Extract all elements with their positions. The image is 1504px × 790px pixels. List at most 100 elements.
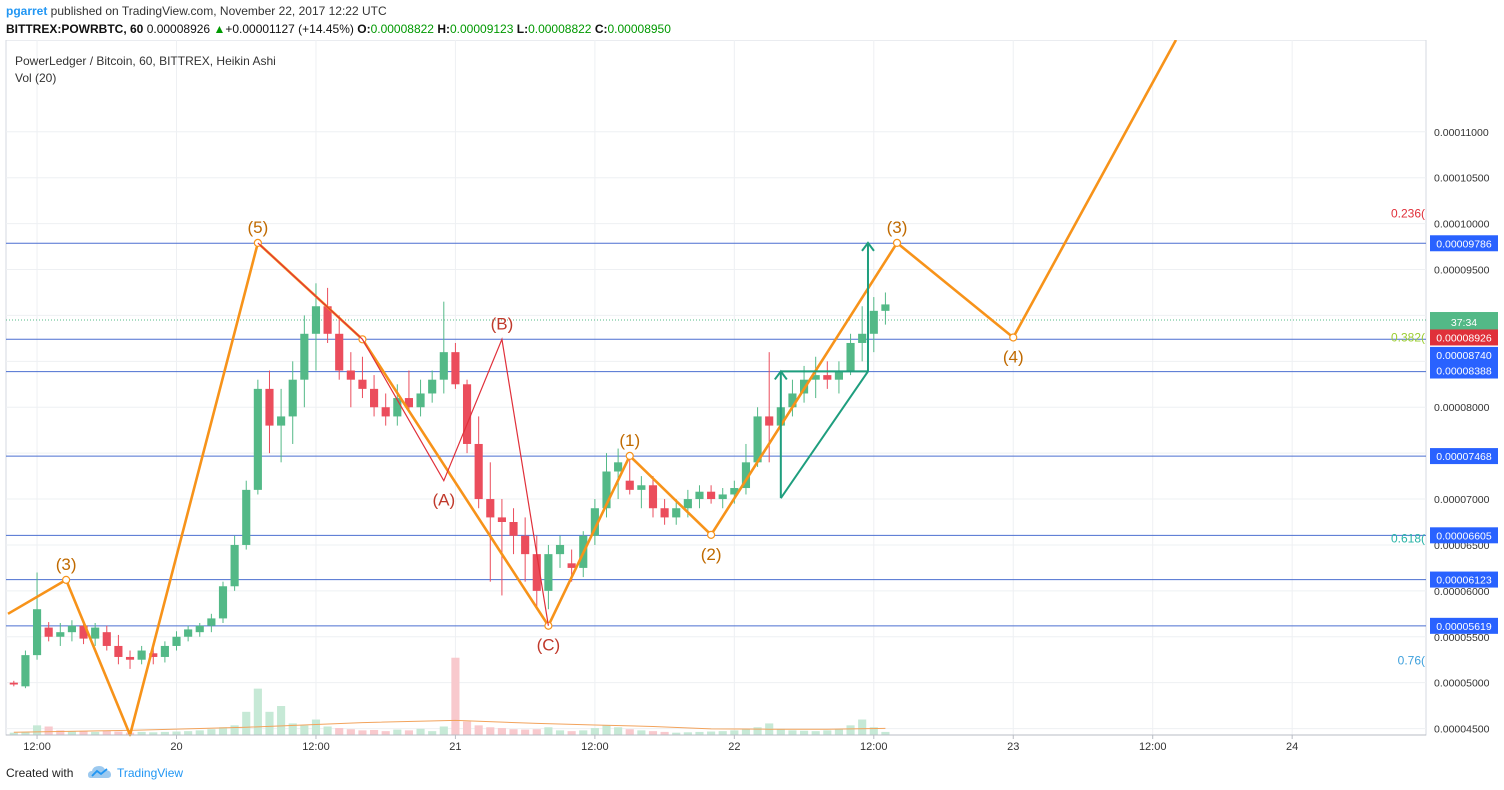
volume-bar (799, 730, 809, 735)
close-value: 0.00008950 (607, 22, 671, 36)
candle-body (56, 632, 65, 637)
level-price-badge: 0.00009786 (1436, 238, 1492, 250)
volume-bar (834, 729, 843, 735)
candle-body (474, 443, 483, 500)
wave-label: (4) (1003, 347, 1024, 366)
volume-bar (218, 727, 228, 735)
candle-body (660, 508, 669, 518)
volume-bar (32, 725, 42, 735)
volume-bar (21, 731, 30, 735)
volume-bar (56, 730, 65, 735)
volume-bar (91, 731, 100, 735)
candle-body (741, 462, 751, 489)
volume-bar (730, 730, 739, 735)
low-label: L: (516, 22, 529, 36)
volume-bar (695, 731, 704, 735)
candle-body (846, 342, 855, 371)
volume-bar (102, 730, 111, 735)
candle-body (416, 393, 425, 408)
volume-bar (637, 730, 646, 735)
candle-body (79, 625, 88, 639)
chart-area[interactable]: (3) (5) (A) (B) (C) (1) (2) (3) (4) 0.00011000 0.… (0, 39, 1504, 762)
volume-bar (521, 729, 530, 735)
correction-wave-line (257, 242, 549, 626)
volume-bar (288, 723, 297, 735)
fib-label: 0.236( (1391, 207, 1425, 221)
candle-body (625, 480, 634, 490)
volume-bar (579, 730, 588, 735)
candle-body (590, 508, 599, 536)
high-label: H: (437, 22, 450, 36)
volume-bar (277, 706, 286, 735)
volume-bar (137, 731, 146, 735)
volume-bar (404, 730, 414, 735)
volume-bar (497, 728, 506, 735)
volume-bar (265, 711, 274, 735)
candle-body (300, 333, 309, 380)
candle-body (753, 416, 762, 463)
volume-bar (149, 732, 158, 735)
volume-bar (79, 731, 88, 735)
candle-body (381, 407, 390, 417)
candle-body (311, 306, 321, 334)
candle-body (567, 563, 576, 568)
tradingview-link[interactable]: TradingView (117, 766, 184, 780)
candle-body (207, 618, 216, 626)
candle-body (730, 488, 739, 495)
volume-bar (439, 726, 448, 735)
volume-bar (428, 731, 437, 735)
volume-bar (753, 727, 762, 735)
candle-body (614, 462, 623, 472)
candle-body (439, 352, 448, 380)
volume-bar (846, 725, 855, 735)
candle-body (44, 627, 53, 637)
price-chart[interactable]: (3) (5) (A) (B) (C) (1) (2) (3) (4) 0.00011000 0.… (0, 39, 1504, 762)
candle-body (509, 522, 518, 536)
current-price-badge-bg (1430, 329, 1498, 346)
y-tick-label: 0.00010000 (1434, 219, 1490, 231)
candle-body (858, 333, 867, 343)
candle-body (765, 416, 774, 426)
level-price-badge-bg (1430, 571, 1498, 588)
volume-bar (323, 726, 332, 735)
y-tick-label: 0.00004500 (1434, 724, 1490, 736)
low-value: 0.00008822 (528, 22, 592, 36)
volume-bar (184, 731, 193, 735)
candle-body (125, 656, 135, 660)
candle-body (265, 388, 274, 426)
x-tick-label: 24 (1286, 741, 1298, 753)
symbol-quote-line: BITTREX:POWRBTC, 60 0.00008926 ▲+0.00001… (6, 22, 671, 36)
candle-body (881, 304, 890, 311)
volume-title: Vol (20) (15, 71, 56, 85)
open-value: 0.00008822 (370, 22, 434, 36)
candle-body (462, 384, 472, 444)
candle-body (811, 375, 820, 380)
x-tick-label: 23 (1007, 741, 1019, 753)
volume-bar (242, 711, 251, 735)
candle-body (428, 379, 437, 394)
volume-bar (509, 729, 518, 735)
volume-bar (335, 728, 344, 735)
volume-bar (311, 719, 321, 735)
wave-label: (2) (701, 545, 722, 564)
publish-info: pgarret published on TradingView.com, No… (6, 4, 387, 18)
volume-bar (370, 729, 379, 735)
tradingview-cloud-icon (88, 766, 111, 778)
y-tick-label: 0.00006000 (1434, 586, 1490, 598)
candle-body (370, 388, 379, 408)
level-price-badge: 0.00005619 (1436, 621, 1492, 633)
volume-bar (811, 731, 820, 735)
volume-bar (648, 731, 658, 735)
y-tick-label: 0.00010500 (1434, 173, 1490, 185)
volume-bar (9, 732, 18, 735)
x-tick-label: 12:00 (23, 741, 51, 753)
author-link[interactable]: pgarret (6, 4, 48, 18)
level-price-badge: 0.00006123 (1436, 575, 1492, 587)
volume-bar (881, 731, 890, 735)
level-price-badge: 0.00008388 (1436, 366, 1492, 378)
candle-body (497, 517, 506, 523)
candle-body (9, 682, 18, 685)
fib-label: 0.76( (1398, 654, 1425, 668)
level-price-badge-bg (1430, 617, 1498, 634)
candle-body (160, 645, 169, 657)
